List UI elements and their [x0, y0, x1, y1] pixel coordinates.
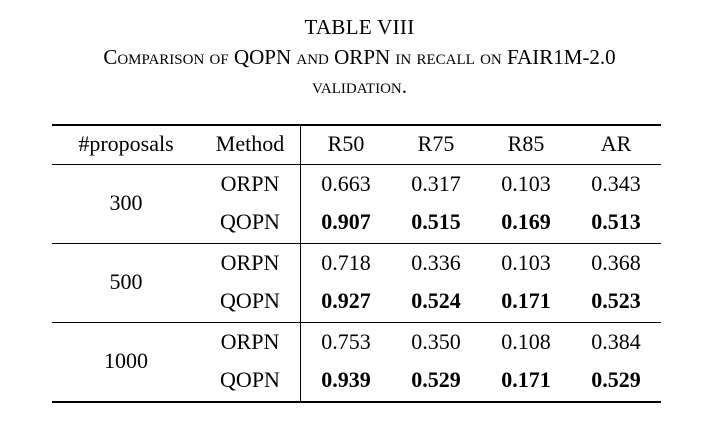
value-cell-best: 0.171 — [501, 367, 551, 392]
method-cell: QOPN — [220, 209, 280, 234]
value-cell-best: 0.529 — [591, 367, 641, 392]
top-rule — [52, 124, 661, 126]
value-cell-best: 0.529 — [411, 367, 461, 392]
method-cell: ORPN — [220, 250, 280, 275]
group-divider-1 — [52, 243, 661, 244]
method-cell: QOPN — [220, 367, 280, 392]
value-cell-best: 0.169 — [501, 209, 551, 234]
value-cell-best: 0.524 — [411, 288, 461, 313]
group-proposals-1000: 1000 — [104, 348, 148, 373]
value-cell: 0.350 — [411, 329, 461, 354]
header-r85: R85 — [507, 131, 545, 156]
value-cell: 0.663 — [321, 171, 371, 196]
value-cell-best: 0.939 — [321, 367, 371, 392]
group-divider-2 — [52, 322, 661, 323]
value-cell: 0.103 — [501, 171, 551, 196]
value-cell: 0.108 — [501, 329, 551, 354]
group-proposals-300: 300 — [109, 190, 143, 215]
table-label: TABLE VIII — [304, 15, 415, 39]
header-rule — [52, 164, 661, 165]
header-ar: AR — [600, 131, 632, 156]
value-cell-best: 0.171 — [501, 288, 551, 313]
value-cell-best: 0.523 — [591, 288, 641, 313]
value-cell: 0.753 — [321, 329, 371, 354]
value-cell: 0.368 — [591, 250, 641, 275]
method-cell: ORPN — [220, 171, 280, 196]
value-cell: 0.718 — [321, 250, 371, 275]
header-method: Method — [215, 131, 285, 156]
header-r75: R75 — [417, 131, 455, 156]
value-cell-best: 0.907 — [321, 209, 371, 234]
column-divider — [300, 125, 301, 402]
method-cell: QOPN — [220, 288, 280, 313]
table-title: Comparison of QOPN and ORPN in recall on… — [103, 45, 616, 69]
bottom-rule — [52, 401, 661, 403]
table-title-continued: validation. — [312, 74, 407, 98]
value-cell: 0.336 — [411, 250, 461, 275]
value-cell-best: 0.515 — [411, 209, 461, 234]
value-cell: 0.317 — [411, 171, 461, 196]
value-cell-best: 0.927 — [321, 288, 371, 313]
value-cell: 0.343 — [591, 171, 641, 196]
header-proposals: #proposals — [78, 131, 174, 156]
group-proposals-500: 500 — [109, 269, 143, 294]
value-cell-best: 0.513 — [591, 209, 641, 234]
header-r50: R50 — [327, 131, 365, 156]
value-cell: 0.103 — [501, 250, 551, 275]
method-cell: ORPN — [220, 329, 280, 354]
value-cell: 0.384 — [591, 329, 641, 354]
